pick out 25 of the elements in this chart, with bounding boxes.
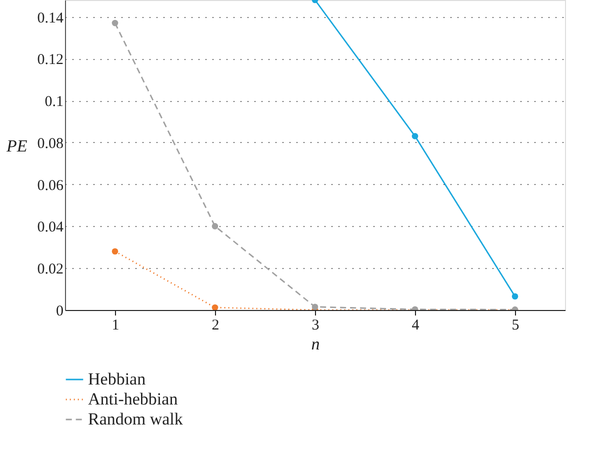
x-tick-label: 5 <box>512 318 520 334</box>
point <box>412 132 418 140</box>
point <box>212 304 218 310</box>
point <box>212 223 218 230</box>
point <box>312 304 318 310</box>
point <box>112 20 118 26</box>
point <box>512 293 518 300</box>
y-tick-label: 0.08 <box>37 136 64 152</box>
y-tick-label: 0.04 <box>37 220 64 236</box>
x-tick-label: 3 <box>312 318 320 334</box>
y-tick-label: 0.06 <box>37 178 64 194</box>
legend-label: Random walk <box>88 410 184 428</box>
x-tick-label: 4 <box>412 318 420 334</box>
y-tick-label: 0.12 <box>37 52 64 68</box>
x-tick-label: 1 <box>112 318 120 334</box>
x-tick-label: 2 <box>212 318 220 334</box>
legend-label: Hebbian <box>88 370 146 388</box>
y-tick-label: 0.14 <box>37 10 64 26</box>
legend-label: Anti-hebbian <box>88 390 178 408</box>
x-axis-title: n <box>311 334 320 354</box>
y-tick-label: 0 <box>56 304 64 320</box>
y-tick-label: 0.02 <box>37 262 64 278</box>
point <box>112 248 118 255</box>
y-tick-label: 0.1 <box>44 94 64 110</box>
y-axis-title: PE <box>5 136 28 156</box>
